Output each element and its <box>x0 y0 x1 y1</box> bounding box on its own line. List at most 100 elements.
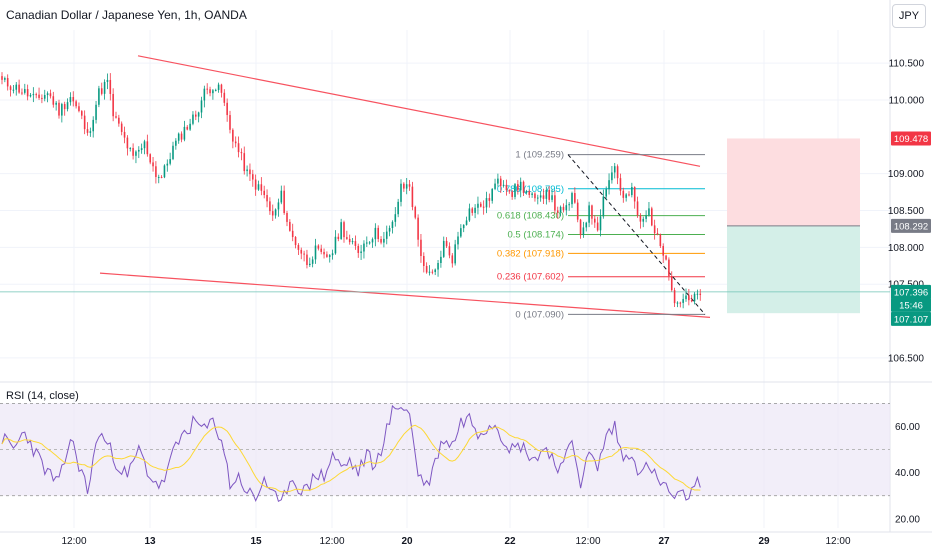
price-tag <box>891 311 931 326</box>
candle-body <box>425 265 428 273</box>
price-tag-label: 107.396 <box>894 287 928 298</box>
candle-body <box>571 193 573 205</box>
candle-body <box>556 210 559 213</box>
candle-body <box>351 241 354 243</box>
stop-loss-zone <box>727 138 860 226</box>
candle-body <box>197 112 200 117</box>
candle-body <box>29 94 32 97</box>
candle-body <box>58 102 60 116</box>
candle-body <box>66 102 69 110</box>
candle-body <box>670 276 673 291</box>
candle-body <box>260 184 263 191</box>
candle-body <box>665 255 667 260</box>
candle-body <box>611 172 613 181</box>
candle-body <box>286 212 288 222</box>
candle-body <box>363 243 365 252</box>
candle-body <box>26 89 29 97</box>
price-tag-label: 109.478 <box>894 134 928 145</box>
candle-body <box>690 300 693 302</box>
candle-body <box>508 190 511 192</box>
candle-body <box>636 201 639 216</box>
price-tag-label: 107.107 <box>894 314 928 325</box>
candle-body <box>183 126 186 140</box>
candle-body <box>152 162 154 167</box>
candle-body <box>648 208 650 216</box>
candle-body <box>263 190 265 196</box>
price-tag <box>891 218 931 233</box>
candle-body <box>451 255 454 264</box>
candle-body <box>35 94 37 96</box>
candle-body <box>334 236 337 254</box>
candle-body <box>588 205 590 223</box>
fib-level-label: 0.236 (107.602) <box>497 272 564 283</box>
candle-body <box>234 141 237 144</box>
candle-body <box>656 233 659 235</box>
fib-trend-line <box>567 154 706 315</box>
candle-body <box>534 193 536 199</box>
candle-body <box>140 148 143 150</box>
price-tag-label: 15:46 <box>899 300 923 311</box>
candle-body <box>559 206 562 213</box>
take-profit-zone <box>727 225 860 314</box>
candle-body <box>628 194 630 196</box>
candle-body <box>75 101 77 107</box>
candle-body <box>86 129 89 133</box>
price-tag <box>891 297 931 312</box>
price-tag <box>891 131 931 146</box>
candle-body <box>9 86 12 90</box>
candle-body <box>314 245 317 260</box>
candle-body <box>280 190 283 203</box>
candle-body <box>24 89 26 93</box>
time-tick-label: 12:00 <box>319 536 344 547</box>
candle-body <box>482 206 485 208</box>
candle-body <box>206 88 208 90</box>
symbol-title: Canadian Dollar / Japanese Yen, 1h, OAND… <box>6 8 247 22</box>
candle-body <box>294 237 297 246</box>
price-tick-label: 110.000 <box>889 96 925 107</box>
candle-body <box>300 249 303 254</box>
channel-lower-line <box>99 272 711 318</box>
candle-body <box>49 93 52 97</box>
candle-body <box>15 84 18 90</box>
candle-body <box>306 254 308 266</box>
candle-body <box>132 147 134 156</box>
price-tick-label: 109.000 <box>888 169 925 180</box>
candle-body <box>271 211 274 216</box>
candle-body <box>682 299 684 303</box>
candle-body <box>249 169 251 175</box>
candle-body <box>146 141 149 155</box>
candle-body <box>311 259 314 264</box>
candle-body <box>388 228 391 232</box>
candle-body <box>602 196 605 217</box>
candle-body <box>257 184 260 190</box>
candle-body <box>220 84 223 93</box>
candle-body <box>434 269 436 273</box>
rsi-title: RSI (14, close) <box>6 390 79 402</box>
candle-body <box>565 205 568 211</box>
candle-body <box>274 209 277 216</box>
candle-body <box>192 114 194 124</box>
candle-body <box>505 184 508 191</box>
candle-body <box>502 184 505 186</box>
fib-level-label: 0.5 (108.174) <box>507 230 564 241</box>
candle-body <box>374 227 377 240</box>
candle-body <box>474 207 476 213</box>
candle-body <box>223 92 226 103</box>
candle-body <box>685 295 687 300</box>
candle-body <box>613 166 616 173</box>
candle-body <box>442 240 445 257</box>
candle-body <box>323 251 325 255</box>
candle-body <box>135 151 137 156</box>
candle-body <box>309 263 311 266</box>
currency-selector[interactable]: JPY <box>892 4 926 28</box>
candle-body <box>454 244 456 264</box>
candle-body <box>18 84 20 93</box>
candle-body <box>297 245 300 250</box>
candle-body <box>21 92 23 94</box>
candle-body <box>594 218 596 223</box>
candle-body <box>576 202 579 220</box>
candle-body <box>440 256 442 263</box>
candle-body <box>149 154 151 163</box>
candle-body <box>343 222 345 238</box>
